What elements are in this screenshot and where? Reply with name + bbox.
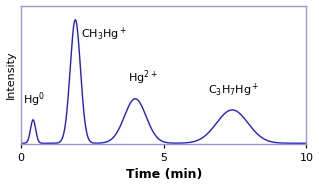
Text: CH$_3$Hg$^+$: CH$_3$Hg$^+$ [81, 25, 127, 43]
Text: Hg$^{2+}$: Hg$^{2+}$ [128, 68, 158, 87]
Y-axis label: Intensity: Intensity [5, 50, 16, 99]
Text: C$_3$H$_7$Hg$^+$: C$_3$H$_7$Hg$^+$ [208, 82, 260, 99]
X-axis label: Time (min): Time (min) [126, 168, 202, 181]
Text: Hg$^0$: Hg$^0$ [23, 91, 45, 109]
